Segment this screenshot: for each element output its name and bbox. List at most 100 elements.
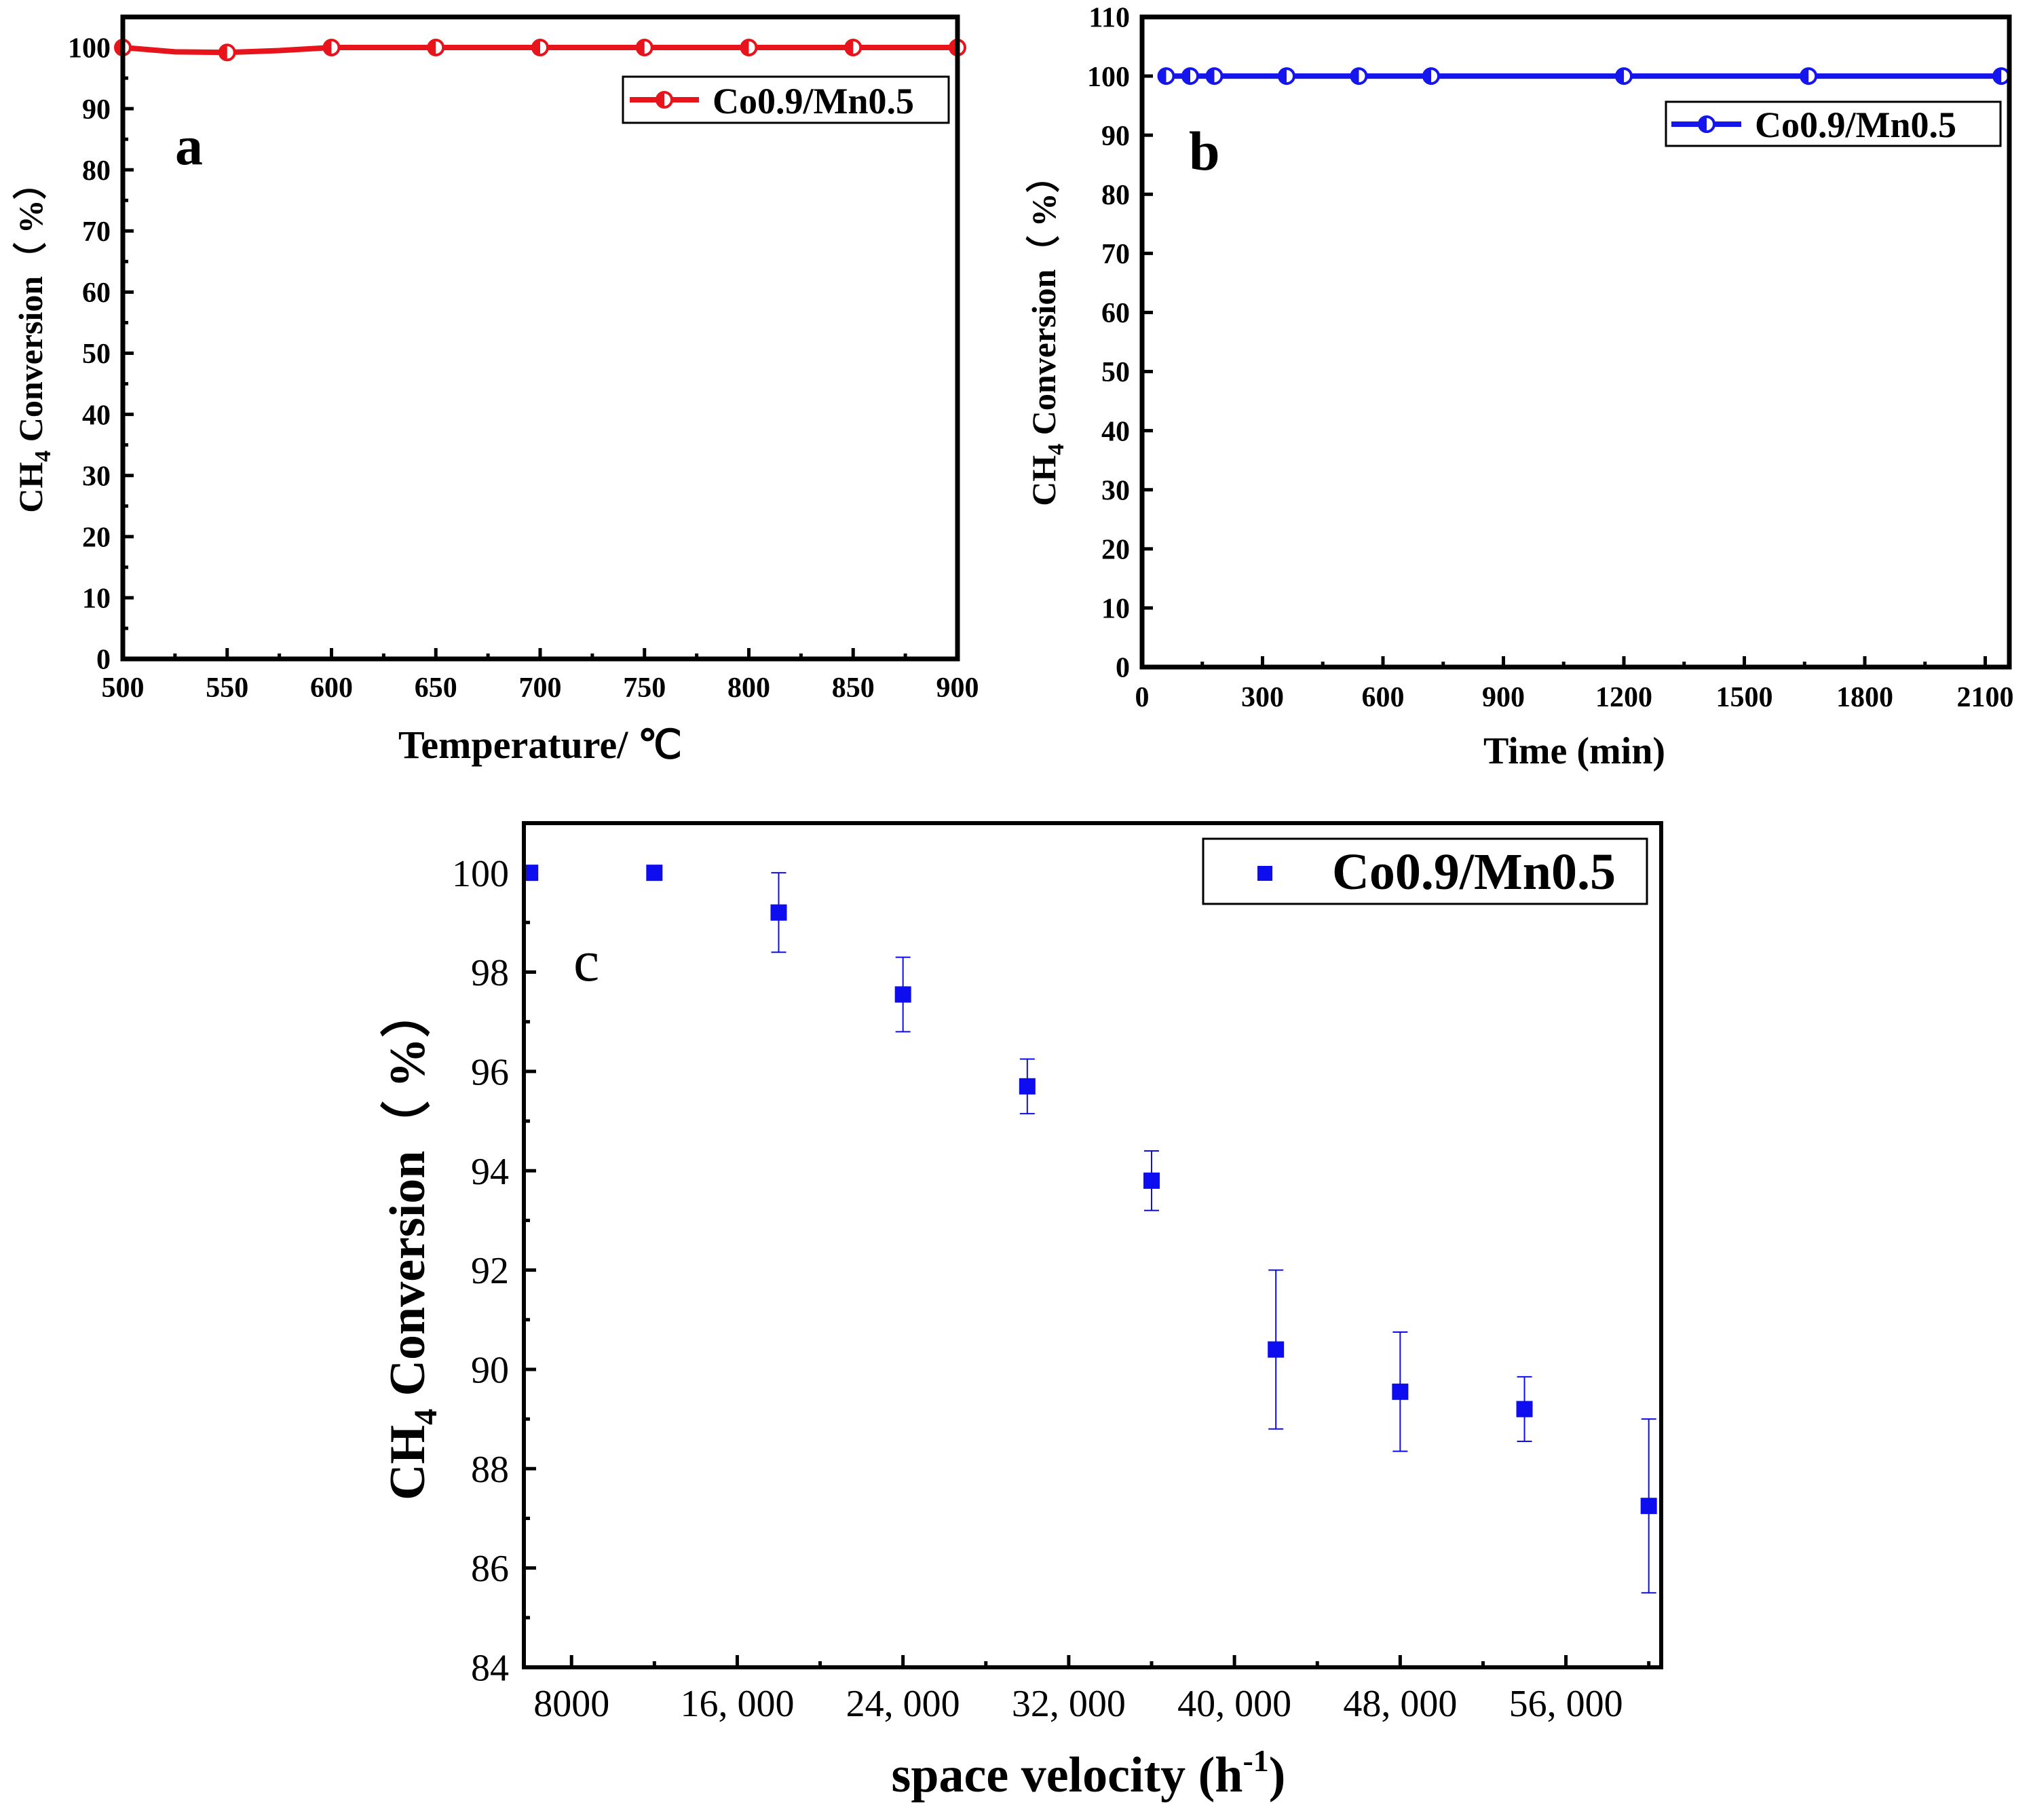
y-tick-label: 40: [1101, 416, 1130, 447]
panel-a-y-title: CH4 Conversion（ %）: [12, 166, 56, 512]
panel-c-ticks: 8000 16, 000 24, 000 32, 000 40, 000 48, 000 5…: [452, 853, 1651, 1725]
data-point-fill: [1994, 69, 2002, 84]
y-tick-label: 96: [471, 1051, 509, 1093]
panel-c-legend-marker: [1257, 866, 1272, 881]
panel-a: 500 550 600 650 700 750 800 850 900 0 10 20 30 40 50 60…: [12, 14, 979, 767]
x-tick-label: 24, 000: [846, 1683, 960, 1725]
y-tick-label: 100: [1087, 62, 1130, 93]
panel-c-x-title-pre: space velocity (h: [892, 1747, 1243, 1803]
data-point-fill: [637, 40, 645, 56]
x-tick-label: 550: [206, 672, 248, 704]
y-tick-label: 90: [471, 1350, 509, 1392]
x-tick-label: 1800: [1836, 682, 1893, 713]
panel-c-y-title-pre: CH: [380, 1425, 436, 1500]
panel-a-ticks: 500 550 600 650 700 750 800 850 900 0 10 20 30 40 50 60…: [68, 33, 979, 704]
data-point: [1640, 1498, 1657, 1515]
y-tick-label: 110: [1088, 3, 1130, 34]
data-point: [1268, 1341, 1285, 1358]
panel-c-x-title-sup: -1: [1243, 1743, 1268, 1778]
data-point-fill: [741, 40, 749, 56]
panel-c-x-title: space velocity (h-1): [892, 1743, 1286, 1803]
x-tick-label: 48, 000: [1343, 1683, 1457, 1725]
y-tick-label: 80: [1101, 180, 1130, 211]
panel-c-legend-box: [1202, 837, 1648, 905]
x-tick-label: 600: [1362, 682, 1405, 713]
x-tick-label: 8000: [533, 1683, 609, 1725]
panel-c-x-title-post: ): [1269, 1747, 1286, 1803]
data-point-fill: [533, 40, 540, 56]
y-tick-label: 0: [1116, 653, 1130, 684]
x-tick-label: 650: [415, 672, 457, 704]
data-point-fill: [1801, 69, 1809, 84]
panel-a-legend-label: Co0.9/Mn0.5: [713, 81, 914, 121]
y-tick-label: 30: [1101, 475, 1130, 506]
x-tick-label: 850: [832, 672, 875, 704]
x-tick-label: 900: [936, 672, 979, 704]
x-tick-label: 1200: [1595, 682, 1652, 713]
y-tick-label: 40: [82, 400, 111, 431]
x-tick-label: 800: [727, 672, 770, 704]
y-tick-label: 50: [82, 339, 111, 370]
data-point: [1019, 1078, 1036, 1095]
panel-c-y-title: CH4 Conversion（ %）: [380, 987, 444, 1500]
panel-b-y-title-sub: 4: [1044, 444, 1069, 455]
panel-a-legend: Co0.9/Mn0.5: [622, 75, 950, 124]
panel-c-y-title-sub: 4: [408, 1409, 444, 1425]
panel-b-plot-frame: [1139, 14, 2012, 670]
y-tick-label: 84: [471, 1648, 509, 1690]
panel-b-ticks: 0 300 600 900 1200 1500 1800 2100 0 10 20 30 40 50 60 7…: [1087, 3, 2014, 713]
x-tick-label: 500: [102, 672, 145, 704]
panel-b-legend: Co0.9/Mn0.5: [1665, 100, 2002, 147]
data-point-fill: [324, 40, 332, 56]
panel-c-plot-frame: [522, 821, 1663, 1669]
x-tick-label: 600: [310, 672, 353, 704]
data-point-fill: [1351, 69, 1359, 84]
panel-c-series: [522, 865, 1657, 1594]
x-tick-label: 1500: [1716, 682, 1773, 713]
data-point: [1143, 1172, 1160, 1189]
y-tick-label: 20: [82, 523, 111, 554]
panel-a-x-title: Temperature/ ℃: [398, 723, 682, 767]
x-tick-label: 32, 000: [1012, 1683, 1126, 1725]
y-tick-label: 86: [471, 1548, 509, 1590]
panel-a-y-title-sub: 4: [31, 451, 56, 462]
panel-a-legend-marker-fill: [657, 92, 664, 107]
data-point-fill: [428, 40, 436, 56]
panel-a-plot-frame: [120, 14, 960, 662]
panel-b-y-title-post: Conversion（ %）: [1025, 159, 1063, 443]
y-tick-label: 10: [1101, 594, 1130, 625]
panel-b: 0 300 600 900 1200 1500 1800 2100 0 10 20 30 40 50 60 7…: [1025, 3, 2014, 772]
y-tick-label: 60: [1101, 298, 1130, 329]
data-point: [646, 865, 663, 881]
panel-c-letter: c: [573, 928, 599, 993]
y-tick-label: 90: [1101, 121, 1130, 152]
y-tick-label: 70: [1101, 239, 1130, 270]
x-tick-label: 40, 000: [1177, 1683, 1291, 1725]
y-tick-label: 30: [82, 461, 111, 492]
y-tick-label: 60: [82, 278, 111, 309]
data-point-fill: [1279, 69, 1287, 84]
x-tick-label: 750: [623, 672, 666, 704]
y-tick-label: 92: [471, 1250, 509, 1292]
x-tick-label: 900: [1482, 682, 1525, 713]
x-tick-label: 16, 000: [680, 1683, 794, 1725]
panel-b-x-title: Time (min): [1483, 730, 1665, 772]
data-point: [1392, 1383, 1409, 1400]
panel-b-letter: b: [1189, 120, 1220, 182]
y-tick-label: 80: [82, 155, 111, 187]
data-point: [894, 986, 911, 1003]
y-tick-label: 98: [471, 952, 509, 994]
y-tick-label: 70: [82, 216, 111, 248]
panel-b-y-title: CH4 Conversion（ %）: [1025, 159, 1069, 506]
panel-c-y-title-post: Conversion（ %）: [380, 987, 436, 1409]
data-point: [770, 904, 787, 921]
panel-b-legend-marker-fill: [1699, 117, 1707, 132]
y-tick-label: 94: [471, 1151, 509, 1193]
y-tick-label: 90: [82, 94, 111, 126]
y-tick-label: 10: [82, 584, 111, 615]
data-point-fill: [1183, 69, 1190, 84]
panel-a-letter: a: [175, 115, 203, 176]
panel-a-y-title-pre: CH: [12, 462, 50, 513]
data-point-fill: [1616, 69, 1624, 84]
